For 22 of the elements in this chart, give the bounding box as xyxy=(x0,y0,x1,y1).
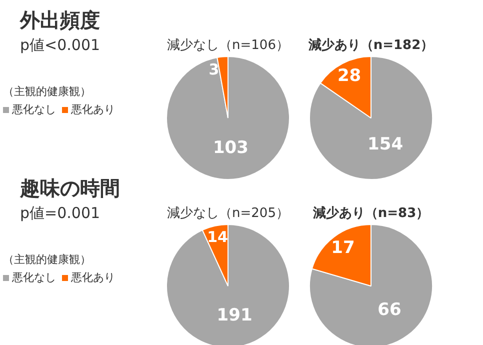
legend-label: 悪化なし xyxy=(11,102,56,117)
legend-title: （主観的健康観） xyxy=(3,84,92,99)
chart-title: 減少なし（n=106） xyxy=(166,37,290,54)
data-label: 17 xyxy=(331,238,355,258)
data-label: 66 xyxy=(378,300,402,320)
data-label: 3 xyxy=(208,60,220,79)
text: p値<0.001 xyxy=(20,36,102,55)
legend-title: （主観的健康観） xyxy=(3,252,92,267)
legend-label: 悪化なし xyxy=(11,270,56,285)
data-label: 191 xyxy=(216,305,252,326)
chart-title: 減少なし（n=205） xyxy=(166,205,290,222)
text: 趣味の時間 xyxy=(20,176,121,200)
legend-label: 悪化あり xyxy=(70,270,115,285)
chart-title: 減少あり（n=182） xyxy=(307,37,435,54)
data-label: 14 xyxy=(207,228,228,246)
text: 外出頻度 xyxy=(20,8,101,32)
data-label: 28 xyxy=(337,66,362,86)
chart-title: 減少あり（n=83） xyxy=(312,205,430,222)
data-label: 103 xyxy=(212,138,248,158)
data-label: 154 xyxy=(368,134,404,155)
text: p値=0.001 xyxy=(20,204,102,223)
legend-label: 悪化あり xyxy=(70,102,115,117)
